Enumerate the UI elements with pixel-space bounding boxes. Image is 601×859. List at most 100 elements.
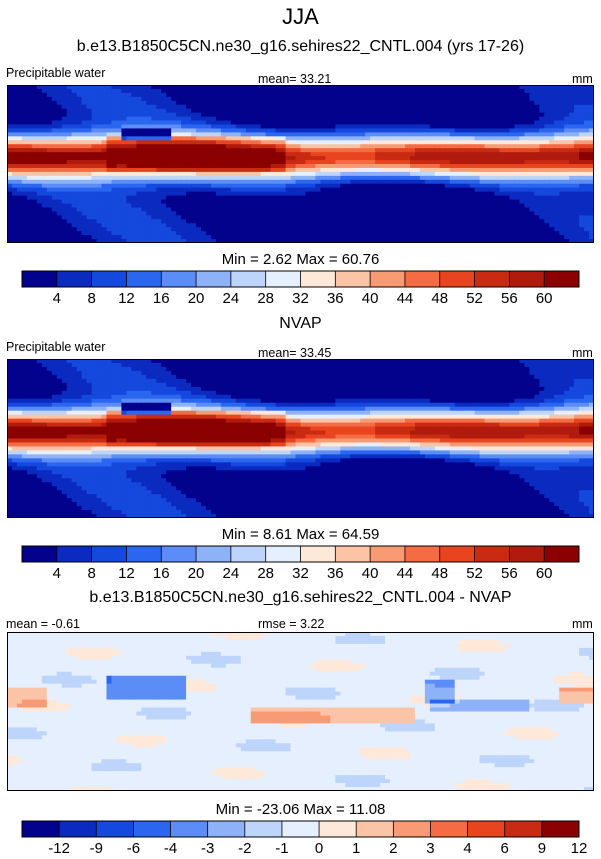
colorbar-2-tick-label: 36 [327,565,344,582]
colorbar-3-swatch [22,821,60,837]
panel-1-subtitle: b.e13.B1850C5CN.ne30_g16.sehires22_CNTL.… [0,38,601,56]
colorbar-3-swatch [468,821,506,837]
colorbar-3-tick-label: -2 [238,840,251,857]
colorbar-2-swatch [231,546,266,562]
colorbar-1-swatch [266,271,301,287]
colorbar-3-tick-label: -12 [48,840,70,857]
colorbar-3-swatch [505,821,543,837]
colorbar-1-swatch [57,271,92,287]
colorbar-2-swatch [335,546,370,562]
colorbar-3-swatch [393,821,431,837]
colorbar-3-tick-label: 3 [426,840,434,857]
panel-3-units-label: mm [572,617,593,631]
colorbar-1-swatch [22,271,57,287]
colorbar-2-tick-label: 28 [257,565,274,582]
colorbar-1-tick-label: 32 [292,290,309,307]
colorbar-2-swatch [161,546,196,562]
colorbar-2-tick-label: 8 [87,565,95,582]
colorbar-1-tick-label: 12 [118,290,135,307]
colorbar-2-swatch [301,546,336,562]
colorbar-1-tick-label: 16 [153,290,170,307]
colorbar-1-tick-label: 36 [327,290,344,307]
colorbar-1-swatch [475,271,510,287]
colorbar-1-swatch [92,271,127,287]
map-2-field [7,359,594,518]
colorbar-2-tick-label: 44 [397,565,414,582]
panel-2-subtitle: NVAP [0,315,601,333]
colorbar-1-swatch [126,271,161,287]
colorbar-3-swatch [430,821,468,837]
colorbar-3-tick-label: -1 [275,840,288,857]
colorbar-1-swatch [231,271,266,287]
colorbar-1-swatch [196,271,231,287]
colorbar-3-tick-label: 2 [389,840,397,857]
colorbar-1-swatch [544,271,579,287]
panel-2-mean-label: mean= 33.45 [258,346,331,360]
colorbar-2-tick-label: 20 [188,565,205,582]
colorbar-3-swatch [245,821,283,837]
colorbar-3-swatch [133,821,171,837]
colorbar-3-tick-label: 6 [501,840,509,857]
colorbar-1-swatch [509,271,544,287]
colorbar-2-swatch [440,546,475,562]
colorbar-1-tick-label: 60 [536,290,553,307]
colorbar-2-swatch [544,546,579,562]
colorbar-3-swatch [96,821,134,837]
colorbar-3-tick-label: -9 [90,840,103,857]
colorbar-2-swatch [22,546,57,562]
colorbar-2-tick-label: 32 [292,565,309,582]
colorbar-2-swatch [370,546,405,562]
colorbar-3-tick-label: 1 [352,840,360,857]
colorbar-1-tick-label: 8 [87,290,95,307]
colorbar-1-tick-label: 52 [466,290,483,307]
colorbar-3-swatch [542,821,580,837]
colorbar-3-swatch [319,821,357,837]
colorbar-1-swatch [335,271,370,287]
colorbar-3-tick-label: -4 [164,840,177,857]
colorbar-2-swatch [92,546,127,562]
colorbar-1-swatch [405,271,440,287]
panel-2-minmax: Min = 8.61 Max = 64.59 [0,526,601,543]
panel-2-map [7,359,594,518]
panel-3-minmax: Min = -23.06 Max = 11.08 [0,801,601,818]
colorbar-2-tick-label: 16 [153,565,170,582]
colorbar-2-swatch [126,546,161,562]
colorbar-3-tick-label: 0 [315,840,323,857]
colorbar-2-tick-label: 48 [431,565,448,582]
colorbar-3-tick-label: 9 [538,840,546,857]
colorbar-3-swatch [208,821,246,837]
panel-1-mean-label: mean= 33.21 [258,72,331,86]
colorbar-1-swatch [301,271,336,287]
colorbar-1-swatch [440,271,475,287]
panel-1-map [7,85,594,243]
colorbar-3-tick-label: 12 [571,840,588,857]
colorbar-1-tick-label: 4 [53,290,61,307]
colorbar-1-tick-label: 20 [188,290,205,307]
page-title: JJA [0,4,601,30]
colorbar-2-tick-label: 60 [536,565,553,582]
colorbar-2-tick-label: 24 [223,565,240,582]
colorbar-3-tick-label: -3 [201,840,214,857]
panel-3-subtitle: b.e13.B1850C5CN.ne30_g16.sehires22_CNTL.… [0,589,601,607]
colorbar-2-tick-label: 52 [466,565,483,582]
panel-1-minmax: Min = 2.62 Max = 60.76 [0,251,601,268]
colorbar-2-swatch [196,546,231,562]
panel-3-map [7,632,594,791]
panel-2-variable-label: Precipitable water [6,340,105,354]
panel-3-rmse-label: rmse = 3.22 [258,617,324,631]
panel-3-mean-label: mean = -0.61 [6,617,80,631]
panel-1-variable-label: Precipitable water [6,66,105,80]
colorbar-3-swatch [59,821,97,837]
colorbar-1-tick-label: 28 [257,290,274,307]
colorbar-2-tick-label: 12 [118,565,135,582]
colorbar-3-swatch [282,821,320,837]
colorbar-1-swatch [161,271,196,287]
colorbar-2-swatch [57,546,92,562]
colorbar-3-tick-label: 4 [463,840,471,857]
panel-2-units-label: mm [572,346,593,360]
colorbar-3-swatch [356,821,394,837]
colorbar-1-tick-label: 24 [223,290,240,307]
